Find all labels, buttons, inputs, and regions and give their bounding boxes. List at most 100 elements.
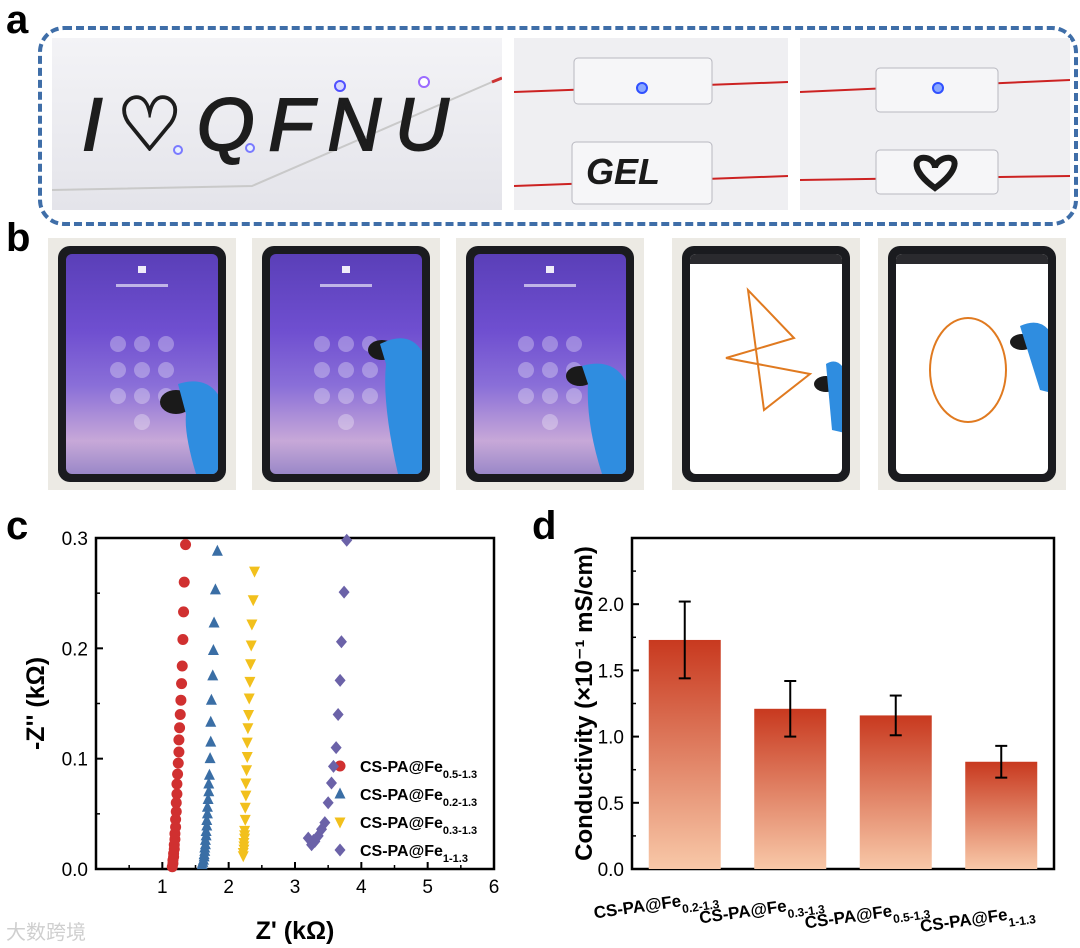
data-point xyxy=(325,776,337,790)
drawn-star xyxy=(690,254,842,433)
data-point xyxy=(242,723,254,735)
data-point xyxy=(207,669,219,681)
data-point xyxy=(332,708,344,722)
data-point xyxy=(201,819,213,831)
x-axis-label: Z' (kΩ) xyxy=(256,917,335,945)
y-tick-label: 0.0 xyxy=(62,860,88,881)
data-point xyxy=(241,751,253,763)
data-point xyxy=(211,544,223,556)
data-point xyxy=(175,694,187,706)
x-tick-label: 1 xyxy=(157,877,168,898)
data-point xyxy=(341,533,353,547)
data-point xyxy=(172,757,184,769)
data-point xyxy=(172,768,184,780)
data-point xyxy=(241,765,253,777)
x-tick-label: 6 xyxy=(489,877,500,898)
data-point xyxy=(249,566,261,578)
x-tick-label: 5 xyxy=(422,877,433,898)
data-point xyxy=(170,806,182,818)
y-axis-label: Conductivity (×10⁻¹ mS/cm) xyxy=(571,546,598,861)
data-point xyxy=(171,788,183,800)
x-tick-label: CS-PA@Fe1-1.3 xyxy=(919,901,1037,942)
data-point xyxy=(335,635,347,649)
legend-marker xyxy=(334,787,346,799)
data-point xyxy=(201,800,213,812)
data-point xyxy=(176,678,188,690)
series-3 xyxy=(302,533,353,852)
tablet-photo-1 xyxy=(48,238,236,490)
data-point xyxy=(246,619,258,631)
data-point xyxy=(209,583,221,595)
y-tick-label: 0.2 xyxy=(62,639,88,660)
data-point xyxy=(243,693,255,705)
y-tick-label: 0.1 xyxy=(62,750,88,771)
data-point xyxy=(173,734,185,746)
legend-marker xyxy=(334,843,346,857)
panel-label-c: c xyxy=(6,504,29,548)
x-tick-label: 2 xyxy=(223,877,234,898)
legend-label: CS-PA@Fe0.2-1.3 xyxy=(360,787,477,809)
data-point xyxy=(239,814,251,826)
data-point xyxy=(202,792,214,804)
legend-marker xyxy=(334,760,346,772)
data-point xyxy=(241,737,253,749)
data-point xyxy=(322,796,334,810)
data-point xyxy=(201,807,213,819)
data-point xyxy=(205,735,217,747)
data-point xyxy=(177,634,189,646)
panel-label-b: b xyxy=(6,216,31,260)
photo-heart-slides xyxy=(800,38,1070,210)
gel-slide-text: GEL xyxy=(586,151,660,192)
data-point xyxy=(302,831,314,845)
y-tick-label: 2.0 xyxy=(598,595,624,616)
data-point xyxy=(173,746,185,758)
data-point xyxy=(174,709,186,721)
data-point xyxy=(201,813,213,825)
data-point xyxy=(208,616,220,628)
data-point xyxy=(244,676,256,688)
passcode-keypad xyxy=(518,266,626,474)
y-tick-label: 1.5 xyxy=(598,661,624,682)
data-point xyxy=(240,778,252,790)
series-1 xyxy=(196,544,223,870)
panel-label-a: a xyxy=(6,0,29,42)
data-point xyxy=(330,741,342,755)
data-point xyxy=(245,640,257,652)
data-point xyxy=(205,715,217,727)
data-point xyxy=(170,797,182,809)
data-point xyxy=(338,585,350,599)
data-point xyxy=(238,838,250,850)
data-point xyxy=(203,785,215,797)
watermark: 大数跨境 xyxy=(6,922,86,944)
data-point xyxy=(309,834,321,848)
panel-label-d: d xyxy=(532,504,557,548)
tablet-photo-4 xyxy=(672,238,860,490)
gel-slide-circuit: GEL xyxy=(514,57,788,205)
legend-label: CS-PA@Fe0.3-1.3 xyxy=(360,815,477,837)
bar xyxy=(965,761,1038,869)
y-tick-label: 0.0 xyxy=(598,860,624,881)
legend-label: CS-PA@Fe0.5-1.3 xyxy=(360,759,477,781)
heart-slide-circuit xyxy=(800,67,1070,195)
y-tick-label: 1.0 xyxy=(598,728,624,749)
data-point xyxy=(174,722,186,734)
data-point xyxy=(178,576,190,588)
tablet-photo-5 xyxy=(878,238,1066,490)
tablet-photo-3 xyxy=(456,238,644,490)
data-point xyxy=(203,777,215,789)
passcode-keypad xyxy=(110,266,218,474)
data-point xyxy=(243,710,255,722)
legend-marker xyxy=(334,817,346,829)
data-point xyxy=(176,660,188,672)
data-point xyxy=(204,752,216,764)
nyquist-chart: 1 2 3 4 5 6 0.0 0.1 0.2 0.3 Z' (kΩ) -Z'' (kΩ) CS-PA@… xyxy=(22,529,500,945)
led-letter-circuit: I♡QFNU xyxy=(52,76,502,191)
data-point xyxy=(245,659,257,671)
series-2 xyxy=(237,566,261,863)
drawn-ellipse xyxy=(896,254,1048,423)
legend-label: CS-PA@Fe1-1.3 xyxy=(360,843,468,865)
data-point xyxy=(178,606,190,618)
y-axis-label: -Z'' (kΩ) xyxy=(22,657,50,750)
data-point xyxy=(334,673,346,687)
